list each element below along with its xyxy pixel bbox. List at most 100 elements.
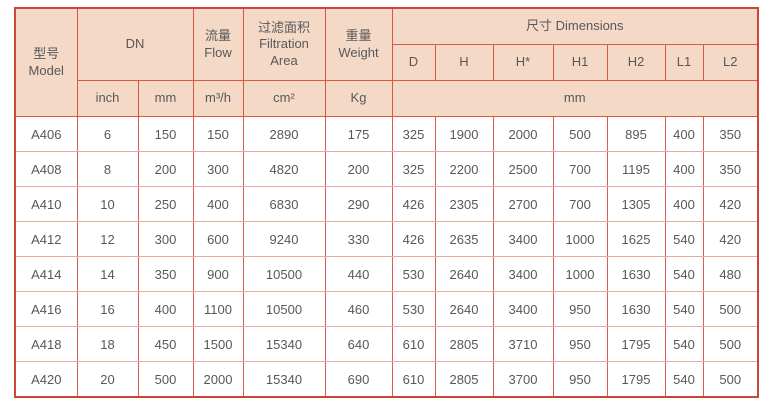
col-header-model-zh: 型号 <box>33 46 60 62</box>
flow-cell: 600 <box>192 221 244 257</box>
table-row: A410 10 250 400 6830 290 426 2305 2700 7… <box>14 186 759 222</box>
model-cell: A412 <box>14 221 78 257</box>
dim-h2-cell: 1305 <box>606 186 666 222</box>
weight-cell: 200 <box>324 151 393 187</box>
dim-l2-cell: 420 <box>702 221 759 257</box>
specification-table: 型号 Model DN 流量 Flow 过滤面积 Filtration Area… <box>14 7 760 398</box>
area-cell: 15340 <box>242 326 326 362</box>
dn-mm-cell: 350 <box>137 256 194 292</box>
col-header-weight-en: Weight <box>338 44 379 60</box>
dim-l1-cell: 540 <box>664 256 704 292</box>
model-cell: A414 <box>14 256 78 292</box>
table-row: A414 14 350 900 10500 440 530 2640 3400 … <box>14 256 759 292</box>
dn-inch-cell: 20 <box>76 361 139 398</box>
flow-cell: 150 <box>192 116 244 152</box>
table-row: A418 18 450 1500 15340 640 610 2805 3710… <box>14 326 759 362</box>
area-cell: 10500 <box>242 291 326 327</box>
dim-h2-cell: 1625 <box>606 221 666 257</box>
table-row: A416 16 400 1100 10500 460 530 2640 3400… <box>14 291 759 327</box>
dn-inch-cell: 8 <box>76 151 139 187</box>
col-header-dim-h1: H1 <box>552 44 608 81</box>
dn-mm-cell: 450 <box>137 326 194 362</box>
dim-h-cell: 2640 <box>434 256 494 292</box>
flow-cell: 1100 <box>192 291 244 327</box>
dim-d-cell: 530 <box>391 256 436 292</box>
model-cell: A418 <box>14 326 78 362</box>
unit-dims: mm <box>391 80 759 117</box>
dn-mm-cell: 300 <box>137 221 194 257</box>
dim-l1-cell: 540 <box>664 291 704 327</box>
col-header-dim-d: D <box>391 44 436 81</box>
dn-mm-cell: 400 <box>137 291 194 327</box>
header-row-main: 型号 Model DN 流量 Flow 过滤面积 Filtration Area… <box>14 7 759 117</box>
dim-hstar-cell: 3400 <box>492 291 554 327</box>
col-header-weight: 重量 Weight <box>324 7 393 81</box>
dim-h1-cell: 1000 <box>552 256 608 292</box>
weight-cell: 175 <box>324 116 393 152</box>
dim-h1-cell: 500 <box>552 116 608 152</box>
dn-inch-cell: 6 <box>76 116 139 152</box>
dim-l2-cell: 420 <box>702 186 759 222</box>
weight-cell: 290 <box>324 186 393 222</box>
dim-l2-cell: 500 <box>702 326 759 362</box>
area-cell: 6830 <box>242 186 326 222</box>
dim-l1-cell: 400 <box>664 116 704 152</box>
dim-d-cell: 610 <box>391 361 436 398</box>
dim-l1-cell: 540 <box>664 361 704 398</box>
dim-h1-cell: 1000 <box>552 221 608 257</box>
table-row: A406 6 150 150 2890 175 325 1900 2000 50… <box>14 116 759 152</box>
dim-h1-cell: 950 <box>552 361 608 398</box>
dim-l2-cell: 500 <box>702 361 759 398</box>
area-cell: 10500 <box>242 256 326 292</box>
col-header-dimensions: 尺寸 Dimensions <box>391 7 759 45</box>
dim-h-cell: 2640 <box>434 291 494 327</box>
table-row: A412 12 300 600 9240 330 426 2635 3400 1… <box>14 221 759 257</box>
dim-h-cell: 1900 <box>434 116 494 152</box>
unit-area: cm² <box>242 80 326 117</box>
model-cell: A416 <box>14 291 78 327</box>
dim-h2-cell: 1630 <box>606 291 666 327</box>
dim-l2-cell: 350 <box>702 151 759 187</box>
col-header-flow-en: Flow <box>204 44 232 60</box>
dim-hstar-cell: 3400 <box>492 221 554 257</box>
model-cell: A420 <box>14 361 78 398</box>
dim-h-cell: 2805 <box>434 326 494 362</box>
header-row-dimension-subs: D H H* H1 H2 L1 L2 <box>15 44 759 81</box>
unit-weight: Kg <box>324 80 393 117</box>
table-row: A408 8 200 300 4820 200 325 2200 2500 70… <box>14 151 759 187</box>
area-cell: 9240 <box>242 221 326 257</box>
unit-flow: m³/h <box>192 80 244 117</box>
col-header-dn: DN <box>76 7 194 81</box>
col-header-model: 型号 Model <box>14 7 78 117</box>
dim-h2-cell: 1195 <box>606 151 666 187</box>
dim-d-cell: 530 <box>391 291 436 327</box>
dim-h1-cell: 950 <box>552 326 608 362</box>
weight-cell: 330 <box>324 221 393 257</box>
dn-inch-cell: 14 <box>76 256 139 292</box>
dim-l1-cell: 400 <box>664 151 704 187</box>
dim-h-cell: 2305 <box>434 186 494 222</box>
model-cell: A406 <box>14 116 78 152</box>
col-header-flow-zh: 流量 <box>204 28 231 44</box>
dim-h1-cell: 700 <box>552 186 608 222</box>
dim-d-cell: 610 <box>391 326 436 362</box>
dn-inch-cell: 18 <box>76 326 139 362</box>
dn-mm-cell: 200 <box>137 151 194 187</box>
col-header-dimensions-en: Dimensions <box>555 18 624 34</box>
dim-h-cell: 2200 <box>434 151 494 187</box>
col-header-filtration-en: Filtration Area <box>259 36 309 68</box>
dn-inch-cell: 16 <box>76 291 139 327</box>
dim-hstar-cell: 3700 <box>492 361 554 398</box>
dim-d-cell: 426 <box>391 186 436 222</box>
dn-mm-cell: 250 <box>137 186 194 222</box>
unit-inch: inch <box>76 80 139 117</box>
dim-h-cell: 2635 <box>434 221 494 257</box>
area-cell: 2890 <box>242 116 326 152</box>
flow-cell: 2000 <box>192 361 244 398</box>
col-header-dim-h: H <box>434 44 494 81</box>
dim-l2-cell: 500 <box>702 291 759 327</box>
col-header-dim-hstar: H* <box>492 44 554 81</box>
col-header-dimensions-zh: 尺寸 <box>525 18 552 34</box>
dn-inch-cell: 10 <box>76 186 139 222</box>
table-row: A420 20 500 2000 15340 690 610 2805 3700… <box>14 361 759 398</box>
